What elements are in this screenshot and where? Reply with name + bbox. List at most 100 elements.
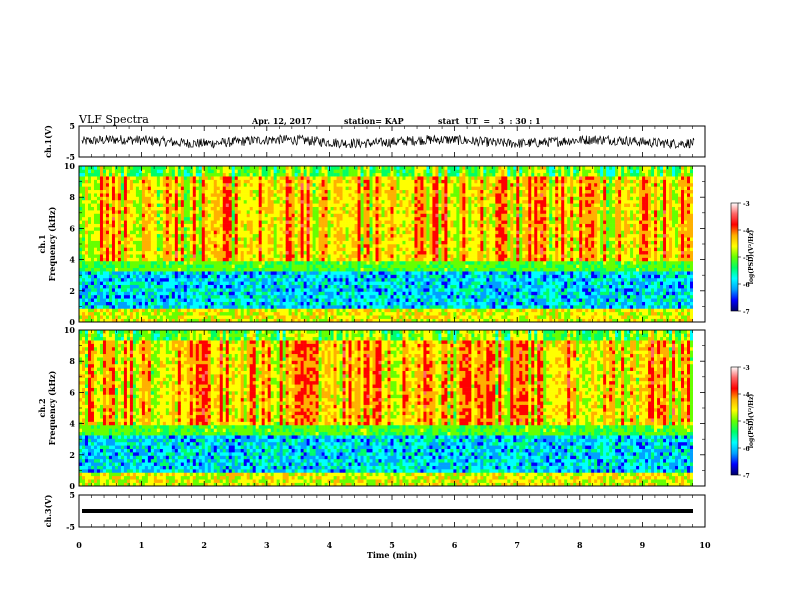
spectrogram-cell bbox=[379, 271, 382, 275]
spectrogram-cell bbox=[280, 244, 283, 248]
spectrogram-cell bbox=[268, 288, 271, 292]
spectrogram-cell bbox=[145, 278, 148, 282]
spectrogram-cell bbox=[139, 247, 142, 251]
spectrogram-cell bbox=[379, 169, 382, 173]
spectrogram-cell bbox=[268, 183, 271, 187]
spectrogram-cell bbox=[238, 247, 241, 251]
spectrogram-cell bbox=[217, 312, 220, 316]
spectrogram-cell bbox=[289, 247, 292, 251]
spectrogram-cell bbox=[154, 247, 157, 251]
spectrogram-cell bbox=[232, 166, 235, 170]
spectrogram-cell bbox=[379, 254, 382, 258]
spectrogram-cell bbox=[262, 281, 265, 285]
spectrogram-cell bbox=[178, 217, 181, 221]
spectrogram-cell bbox=[292, 227, 295, 231]
spectrogram-cell bbox=[163, 264, 166, 268]
spectrogram-cell bbox=[193, 271, 196, 275]
spectrogram-cell bbox=[283, 312, 286, 316]
spectrogram-cell bbox=[301, 271, 304, 275]
spectrogram-cell bbox=[103, 200, 106, 204]
spectrogram-cell bbox=[151, 180, 154, 184]
spectrogram-cell bbox=[88, 308, 91, 312]
spectrogram-cell bbox=[379, 244, 382, 248]
spectrogram-cell bbox=[355, 217, 358, 221]
spectrogram-cell bbox=[157, 312, 160, 316]
spectrogram-cell bbox=[94, 244, 97, 248]
spectrogram-cell bbox=[390, 291, 393, 295]
spectrogram-cell bbox=[106, 169, 109, 173]
spectrogram-cell bbox=[217, 166, 220, 170]
spectrogram-cell bbox=[169, 261, 172, 265]
spectrogram-cell bbox=[301, 241, 304, 245]
spectrogram-cell bbox=[145, 254, 148, 258]
spectrogram-cell bbox=[310, 237, 313, 241]
spectrogram-cell bbox=[184, 295, 187, 299]
spectrogram-cell bbox=[358, 200, 361, 204]
spectrogram-cell bbox=[193, 197, 196, 201]
spectrogram-cell bbox=[262, 230, 265, 234]
spectrogram-cell bbox=[100, 234, 103, 238]
spectrogram-cell bbox=[208, 244, 211, 248]
spectrogram-cell bbox=[142, 210, 145, 214]
spectrogram-cell bbox=[175, 186, 178, 190]
spectrogram-cell bbox=[373, 254, 376, 258]
spectrogram-cell bbox=[88, 203, 91, 207]
spectrogram-cell bbox=[220, 176, 223, 180]
spectrogram-cell bbox=[358, 298, 361, 302]
spectrogram-cell bbox=[382, 237, 385, 241]
spectrogram-cell bbox=[205, 234, 208, 238]
spectrogram-cell bbox=[277, 247, 280, 251]
spectrogram-cell bbox=[286, 264, 289, 268]
spectrogram-cell bbox=[346, 169, 349, 173]
spectrogram-cell bbox=[103, 268, 106, 272]
spectrogram-cell bbox=[283, 183, 286, 187]
spectrogram-cell bbox=[334, 302, 337, 306]
spectrogram-cell bbox=[304, 261, 307, 265]
spectrogram-cell bbox=[103, 315, 106, 319]
spectrogram-cell bbox=[229, 197, 232, 201]
spectrogram-cell bbox=[262, 220, 265, 224]
spectrogram-cell bbox=[247, 244, 250, 248]
spectrogram-cell bbox=[82, 210, 85, 214]
spectrogram-cell bbox=[133, 230, 136, 234]
spectrogram-cell bbox=[322, 315, 325, 319]
spectrogram-cell bbox=[373, 298, 376, 302]
spectrogram-cell bbox=[262, 183, 265, 187]
spectrogram-cell bbox=[118, 261, 121, 265]
spectrogram-cell bbox=[223, 264, 226, 268]
spectrogram-cell bbox=[370, 241, 373, 245]
spectrogram-cell bbox=[118, 251, 121, 255]
spectrogram-cell bbox=[211, 312, 214, 316]
spectrogram-cell bbox=[91, 247, 94, 251]
spectrogram-cell bbox=[181, 210, 184, 214]
spectrogram-cell bbox=[337, 173, 340, 177]
spectrogram-cell bbox=[358, 237, 361, 241]
spectrogram-cell bbox=[241, 234, 244, 238]
spectrogram-cell bbox=[358, 166, 361, 170]
spectrogram-cell bbox=[265, 210, 268, 214]
spectrogram-cell bbox=[388, 268, 391, 272]
spectrogram-cell bbox=[91, 234, 94, 238]
spectrogram-cell bbox=[256, 251, 259, 255]
spectrogram-cell bbox=[100, 298, 103, 302]
spectrogram-cell bbox=[280, 254, 283, 258]
spectrogram-cell bbox=[268, 302, 271, 306]
spectrogram-cell bbox=[262, 180, 265, 184]
spectrogram-cell bbox=[178, 295, 181, 299]
spectrogram-cell bbox=[169, 308, 172, 312]
spectrogram-cell bbox=[343, 227, 346, 231]
spectrogram-cell bbox=[393, 268, 396, 272]
spectrogram-cell bbox=[390, 308, 393, 312]
spectrogram-cell bbox=[271, 295, 274, 299]
spectrogram-cell bbox=[385, 298, 388, 302]
spectrogram-cell bbox=[331, 230, 334, 234]
spectrogram-cell bbox=[190, 207, 193, 211]
spectrogram-cell bbox=[130, 271, 133, 275]
spectrogram-cell bbox=[370, 308, 373, 312]
spectrogram-cell bbox=[259, 203, 262, 207]
spectrogram-cell bbox=[115, 169, 118, 173]
spectrogram-cell bbox=[238, 305, 241, 309]
spectrogram-cell bbox=[142, 230, 145, 234]
spectrogram-cell bbox=[373, 210, 376, 214]
spectrogram-cell bbox=[121, 210, 124, 214]
